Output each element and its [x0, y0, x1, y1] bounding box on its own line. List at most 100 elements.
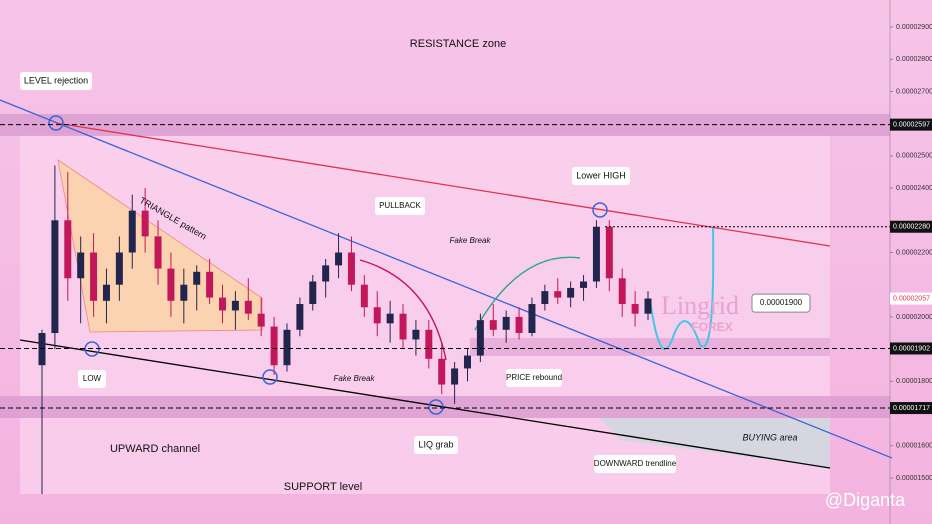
candle-body	[644, 298, 652, 314]
candle-body	[567, 287, 575, 298]
watermark: @Diganta	[825, 490, 906, 510]
candle-body	[476, 320, 484, 356]
label: UPWARD channel	[110, 443, 200, 455]
buying-area	[600, 418, 830, 468]
support-line	[19, 339, 831, 469]
level-label: 0.00001902	[893, 345, 930, 352]
target-label: 0.00001900	[760, 298, 803, 307]
candle-body	[38, 333, 46, 366]
candle-body	[64, 220, 72, 279]
label-box	[572, 167, 630, 185]
level-label: 0.00001717	[893, 405, 930, 412]
level-label: 0.00002280	[893, 224, 930, 231]
candle-body	[244, 300, 252, 314]
candle-body	[631, 304, 639, 314]
brand-sub: FOREX	[691, 320, 732, 334]
y-tick-label: 0.00001800	[896, 378, 932, 385]
y-tick-label: 0.00002500	[896, 153, 932, 160]
level-box	[890, 342, 932, 355]
candle-body	[77, 252, 85, 279]
candle-body	[605, 226, 613, 279]
candle-body	[425, 329, 433, 359]
candle-body	[360, 284, 368, 308]
candle-body	[399, 313, 407, 340]
y-tick-label: 0.00002000	[896, 314, 932, 321]
candle-body	[51, 220, 59, 334]
candle-body	[309, 281, 317, 305]
candle-body	[502, 316, 510, 330]
candle-body	[115, 252, 123, 285]
y-tick-label: 0.00002800	[896, 56, 932, 63]
marker	[592, 202, 608, 218]
candle-body	[193, 271, 201, 285]
projection	[649, 227, 715, 350]
y-tick-label: 0.00002700	[896, 88, 932, 95]
label: SUPPORT level	[284, 481, 362, 493]
candle-body	[618, 278, 626, 305]
rebound-arrow	[474, 256, 581, 331]
candle-body	[541, 291, 549, 305]
candle-body	[412, 329, 420, 340]
candle-body	[206, 271, 214, 298]
y-tick-label: 0.00001600	[896, 443, 932, 450]
candle-body	[296, 304, 304, 330]
candle-body	[283, 329, 291, 366]
level-box	[890, 402, 932, 415]
level-box	[890, 220, 932, 233]
label-box	[375, 197, 425, 215]
label: PRICE rebound	[506, 373, 562, 382]
label: Fake Break	[450, 236, 492, 245]
candle-body	[580, 281, 588, 288]
target-box	[751, 293, 811, 313]
candle-body	[219, 297, 227, 311]
candle-body	[451, 368, 459, 385]
marker	[84, 341, 100, 357]
label: Fake Break	[334, 374, 376, 383]
candle-body	[489, 320, 497, 330]
marker	[428, 399, 444, 415]
y-tick-label: 0.00002900	[896, 24, 932, 31]
candle-body	[102, 284, 110, 301]
label: RESISTANCE zone	[410, 38, 506, 50]
label-box	[594, 455, 676, 473]
candle-body	[167, 268, 175, 301]
candle-body	[270, 326, 278, 366]
candle-body	[554, 291, 562, 298]
downward-trendline	[0, 99, 893, 459]
label: BUYING area	[742, 432, 797, 442]
brand: Lingrid	[661, 291, 739, 320]
pullback-arrow	[359, 259, 447, 361]
candle-body	[592, 226, 600, 282]
label: Lower HIGH	[576, 170, 626, 180]
label-box	[414, 436, 458, 454]
candle-body	[180, 284, 188, 301]
price-box	[890, 292, 932, 305]
level-box	[890, 118, 932, 131]
candle-body	[128, 210, 136, 253]
marker	[262, 369, 278, 385]
candle-body	[257, 313, 265, 327]
candle-body	[90, 252, 98, 301]
candle-body	[386, 313, 394, 324]
label: DOWNWARD trendline	[594, 459, 677, 468]
label-box	[78, 370, 106, 388]
candle-body	[154, 236, 162, 269]
candle-body	[322, 265, 330, 282]
candle-body	[528, 304, 536, 334]
candle-body	[373, 307, 381, 324]
candle-body	[515, 316, 523, 334]
label: LIQ grab	[418, 439, 453, 449]
label: PULLBACK	[379, 201, 421, 210]
price-label: 0.00002057	[893, 295, 930, 302]
label: LOW	[83, 374, 102, 383]
candle-body	[141, 210, 149, 237]
buy-band	[470, 338, 830, 356]
candle-body	[231, 300, 239, 311]
y-tick-label: 0.00002200	[896, 249, 932, 256]
level-label: 0.00002597	[893, 121, 930, 128]
candle-body	[438, 358, 446, 385]
candle-body	[347, 252, 355, 285]
y-tick-label: 0.00002400	[896, 185, 932, 192]
label: LEVEL rejection	[24, 75, 88, 85]
